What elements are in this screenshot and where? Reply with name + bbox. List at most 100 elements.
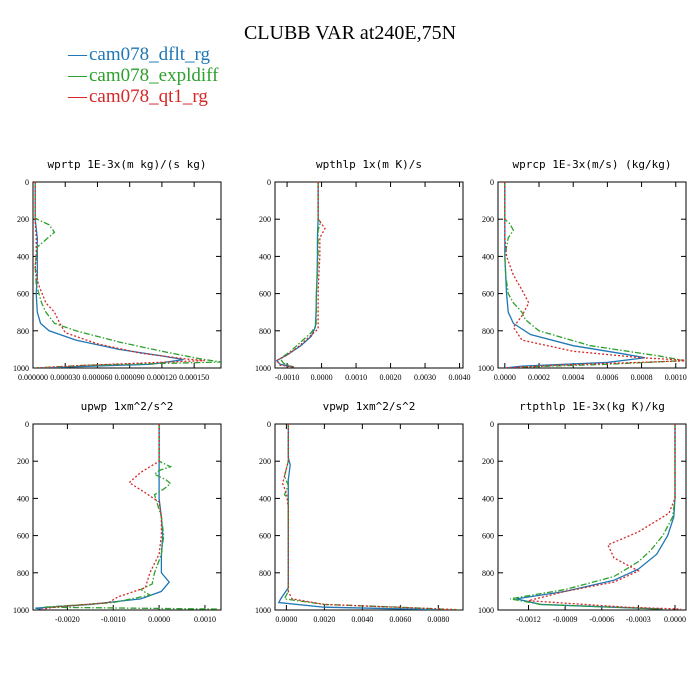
panel-frame xyxy=(274,181,464,369)
y-tick-label: 600 xyxy=(482,290,494,299)
panel-title: upwp 1xm^2/s^2 xyxy=(81,400,174,413)
series-line xyxy=(35,424,171,610)
series-line xyxy=(279,182,322,368)
x-tick-label: 0.0020 xyxy=(313,615,335,624)
x-tick-label: 0.0040 xyxy=(351,615,373,624)
x-tick-label: 0.0000 xyxy=(275,615,297,624)
x-tick-label: 0.0030 xyxy=(414,373,436,382)
series-line xyxy=(275,182,319,368)
series-line xyxy=(504,182,686,368)
y-tick-label: 600 xyxy=(259,532,271,541)
y-tick-label: 400 xyxy=(259,252,271,261)
y-tick-label: 0 xyxy=(267,420,271,429)
series-line xyxy=(504,182,646,368)
y-tick-label: 1000 xyxy=(13,364,29,373)
panel-frame xyxy=(497,423,687,611)
y-tick-label: 600 xyxy=(259,290,271,299)
series-line xyxy=(277,424,439,610)
x-tick-label: 0.000150 xyxy=(179,373,209,382)
y-tick-label: 0 xyxy=(490,420,494,429)
x-tick-label: 0.0008 xyxy=(631,373,653,382)
x-tick-label: -0.0003 xyxy=(626,615,651,624)
y-tick-label: 1000 xyxy=(478,606,494,615)
y-tick-label: 0 xyxy=(490,178,494,187)
series-line xyxy=(283,424,462,610)
x-tick-label: -0.0010 xyxy=(275,373,300,382)
panel-title: vpwp 1xm^2/s^2 xyxy=(323,400,416,413)
y-tick-label: 800 xyxy=(259,569,271,578)
y-tick-label: 1000 xyxy=(13,606,29,615)
panel-frame xyxy=(32,181,222,369)
y-tick-label: 600 xyxy=(17,290,29,299)
legend-swatch: — xyxy=(67,65,88,86)
panel-title: wprtp 1E-3x(m kg)/(s kg) xyxy=(48,158,207,171)
y-tick-label: 800 xyxy=(482,569,494,578)
y-tick-label: 200 xyxy=(259,215,271,224)
figure-title: CLUBB VAR at240E,75N xyxy=(244,22,456,44)
y-tick-label: 200 xyxy=(482,457,494,466)
x-tick-label: 0.0000 xyxy=(664,615,686,624)
panel-frame xyxy=(32,423,222,611)
legend-entry: — cam078_dflt_rg xyxy=(67,44,211,65)
x-tick-label: 0.0010 xyxy=(194,615,216,624)
series-line xyxy=(39,424,163,610)
y-tick-label: 1000 xyxy=(478,364,494,373)
x-tick-label: 0.0040 xyxy=(449,373,471,382)
series-line xyxy=(281,424,458,610)
legend-entry: — cam078_qt1_rg xyxy=(67,86,208,107)
panel-grid: wprtp 1E-3x(m kg)/(s kg) 0 200 400 600 800 100… xyxy=(13,158,687,624)
x-tick-label: 0.0020 xyxy=(380,373,402,382)
panel-title: wprcp 1E-3x(m/s) (kg/kg) xyxy=(513,158,672,171)
x-tick-label: 0.0010 xyxy=(665,373,687,382)
y-tick-label: 800 xyxy=(259,327,271,336)
series-line xyxy=(44,424,219,610)
y-tick-label: 400 xyxy=(482,252,494,261)
x-tick-label: -0.0006 xyxy=(589,615,614,624)
legend-swatch: — xyxy=(67,86,88,107)
x-tick-label: 0.0060 xyxy=(389,615,411,624)
series-line xyxy=(34,182,221,368)
x-tick-label: 0.0010 xyxy=(345,373,367,382)
x-tick-label: 0.000120 xyxy=(147,373,177,382)
y-tick-label: 400 xyxy=(17,494,29,503)
x-tick-label: 0.000090 xyxy=(115,373,145,382)
panel: rtpthlp 1E-3x(kg K)/kg 0 200 400 600 800 1000 -… xyxy=(478,400,687,624)
series-line xyxy=(34,182,205,368)
y-tick-label: 600 xyxy=(17,532,29,541)
x-tick-label: 0.0080 xyxy=(427,615,449,624)
legend-entry: — cam078_expldiff xyxy=(67,65,219,86)
x-tick-label: -0.0012 xyxy=(516,615,541,624)
y-tick-label: 1000 xyxy=(255,364,271,373)
legend-swatch: — xyxy=(67,44,88,65)
x-tick-label: 0.0002 xyxy=(528,373,550,382)
x-tick-label: 0.0000 xyxy=(148,615,170,624)
x-tick-label: -0.0009 xyxy=(553,615,578,624)
panel: upwp 1xm^2/s^2 0 200 400 600 800 1000 -0.0020 -0… xyxy=(13,400,222,624)
x-tick-label: -0.0010 xyxy=(101,615,126,624)
x-tick-label: 0.0000 xyxy=(494,373,516,382)
x-tick-label: 0.000060 xyxy=(82,373,112,382)
y-tick-label: 800 xyxy=(17,327,29,336)
y-tick-label: 400 xyxy=(17,252,29,261)
y-tick-label: 0 xyxy=(25,420,29,429)
y-tick-label: 600 xyxy=(482,532,494,541)
series-line xyxy=(510,424,676,610)
y-tick-label: 0 xyxy=(267,178,271,187)
y-tick-label: 1000 xyxy=(255,606,271,615)
y-tick-label: 800 xyxy=(17,569,29,578)
panel: vpwp 1xm^2/s^2 0 200 400 600 800 1000 0.0000 0.0… xyxy=(255,400,464,624)
series-line xyxy=(275,182,326,368)
y-tick-label: 0 xyxy=(25,178,29,187)
series-line xyxy=(528,424,682,610)
x-tick-label: 0.0006 xyxy=(596,373,618,382)
y-tick-label: 200 xyxy=(17,215,29,224)
y-tick-label: 200 xyxy=(259,457,271,466)
x-tick-label: 0.000030 xyxy=(50,373,80,382)
panel: wprcp 1E-3x(m/s) (kg/kg) 0 200 400 600 800 100… xyxy=(478,158,687,382)
y-tick-label: 200 xyxy=(17,457,29,466)
panel-frame xyxy=(497,181,687,369)
y-tick-label: 200 xyxy=(482,215,494,224)
x-tick-label: 0.0004 xyxy=(562,373,584,382)
x-tick-label: -0.0020 xyxy=(55,615,80,624)
